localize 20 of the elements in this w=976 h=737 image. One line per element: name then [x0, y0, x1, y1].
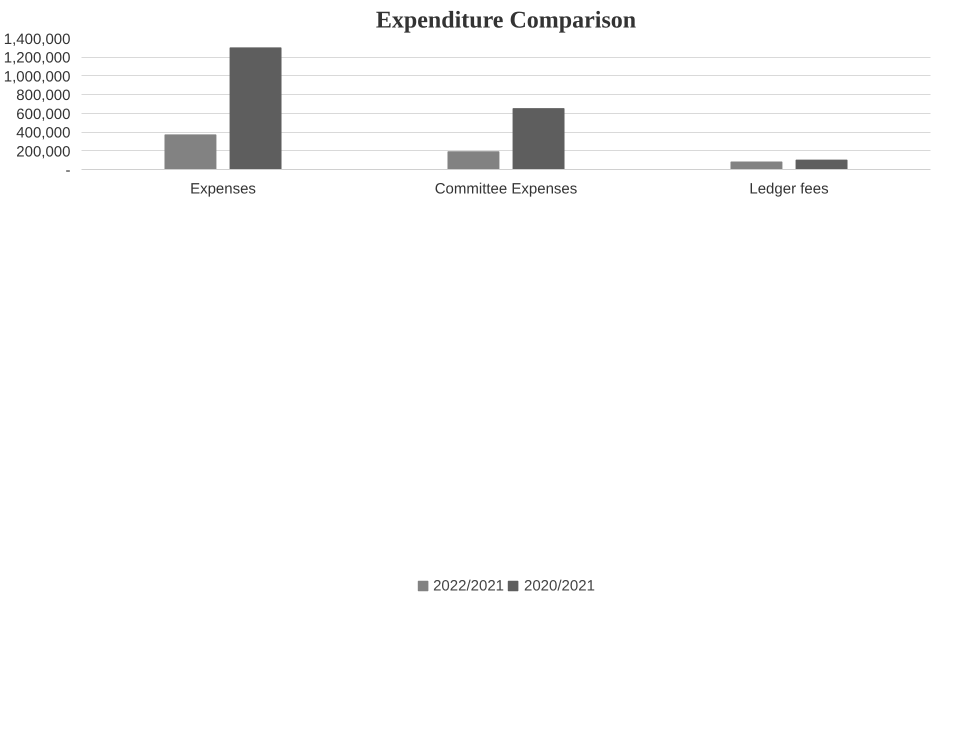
bar	[730, 162, 782, 170]
bar	[164, 134, 216, 170]
y-tick-label: 1,400,000	[4, 31, 71, 48]
bar	[230, 47, 282, 170]
chart-title: Expenditure Comparison	[376, 8, 636, 34]
legend-label: 2020/2021	[524, 577, 595, 594]
x-tick-label: Expenses	[190, 180, 256, 198]
bar	[447, 151, 500, 170]
x-tick-label: Committee Expenses	[434, 180, 578, 198]
y-tick-label: 800,000	[16, 87, 71, 104]
bar	[512, 108, 565, 170]
bar	[796, 160, 848, 170]
legend-label: 2022/2021	[433, 577, 504, 594]
y-tick-label: 600,000	[16, 106, 71, 123]
y-tick-label: 1,000,000	[4, 68, 71, 86]
x-tick-label: Ledger fees	[749, 180, 829, 198]
y-tick-label: 400,000	[16, 124, 71, 142]
y-tick-label: 200,000	[16, 143, 71, 160]
y-tick-label: 1,200,000	[4, 50, 71, 67]
y-tick-label: -	[66, 162, 71, 179]
